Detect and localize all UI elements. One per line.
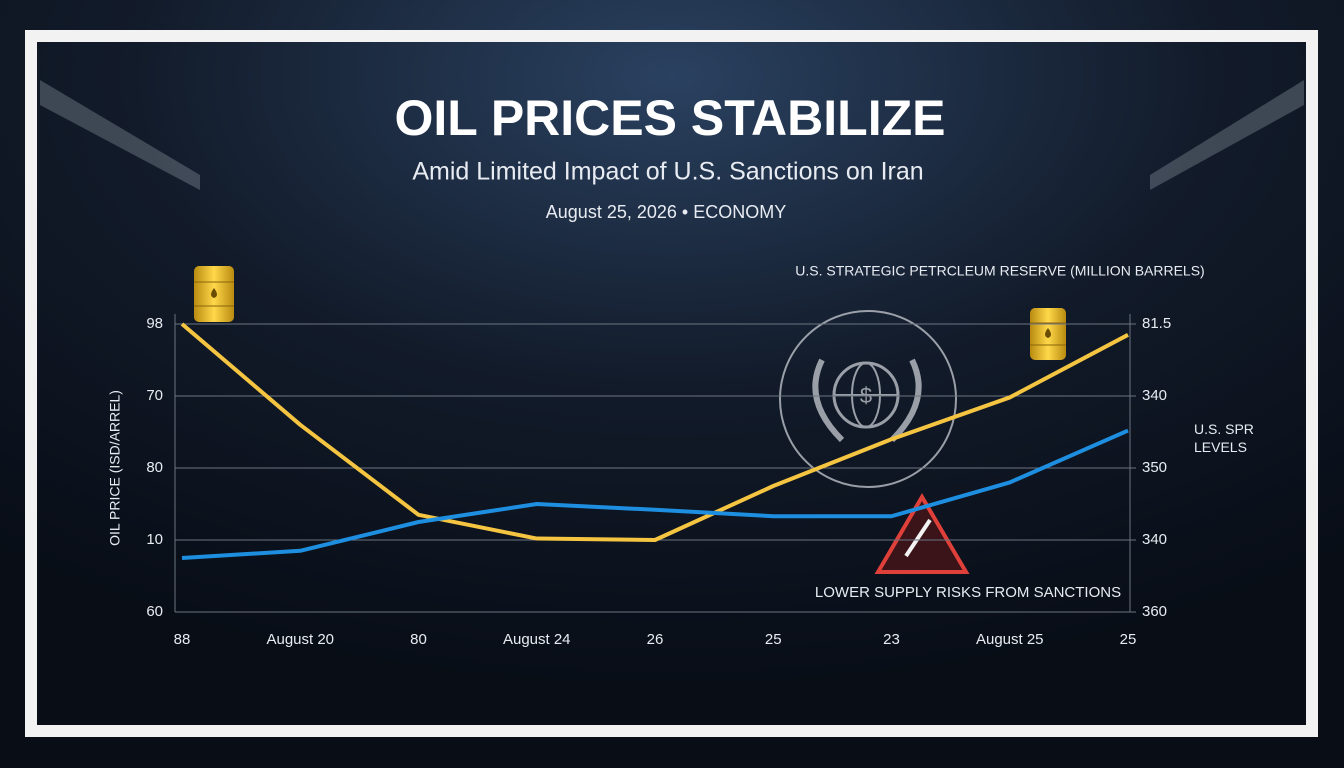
series-line [181,428,1129,560]
y2-tick-label: 340 [1142,531,1167,548]
y-tick-label: 60 [146,603,163,620]
frame [25,30,1318,737]
y-tick-label: 80 [146,459,163,476]
y2-tick-label: 360 [1142,603,1167,620]
y2-tick-label: 340 [1142,387,1167,404]
x-tick-label: 26 [647,631,664,648]
barrel-icon [1030,308,1066,360]
y-tick-label: 10 [146,531,163,548]
x-tick-label: 25 [765,631,782,648]
y-axis-title: OIL PRICE (ISD/ARREL) [107,390,123,546]
annotation: LOWER SUPPLY RISKS FROM SANCTIONS [815,584,1121,601]
x-tick-label: August 25 [976,631,1044,648]
subtitle: Amid Limited Impact of U.S. Sanctions on… [412,158,923,186]
y2-tick-label: 350 [1142,459,1167,476]
sanctions-emblem: $ [779,310,957,488]
dateline: August 25, 2026 • ECONOMY [546,202,786,222]
y-tick-label: 98 [146,315,163,332]
x-tick-label: 88 [174,631,191,648]
title: OIL PRICES STABILIZE [395,90,946,146]
warning-icon [874,493,970,574]
light-strip [40,80,200,190]
x-tick-label: August 24 [503,631,571,648]
x-tick-label: August 20 [266,631,334,648]
series-line [180,322,1129,542]
y-tick-label: 70 [146,387,163,404]
svg-text:$: $ [860,383,872,408]
x-tick-label: 25 [1120,631,1137,648]
y2-tick-label: 81.5 [1142,315,1171,332]
light-strip [1150,80,1304,190]
x-tick-label: 23 [883,631,900,648]
y2-axis-title: U.S. STRATEGIC PETRCLEUM RESERVE (MILLIO… [795,263,1204,279]
x-tick-label: 80 [410,631,427,648]
barrel-icon [194,266,234,322]
legend-label: U.S. SPR LEVELS [1194,421,1254,455]
